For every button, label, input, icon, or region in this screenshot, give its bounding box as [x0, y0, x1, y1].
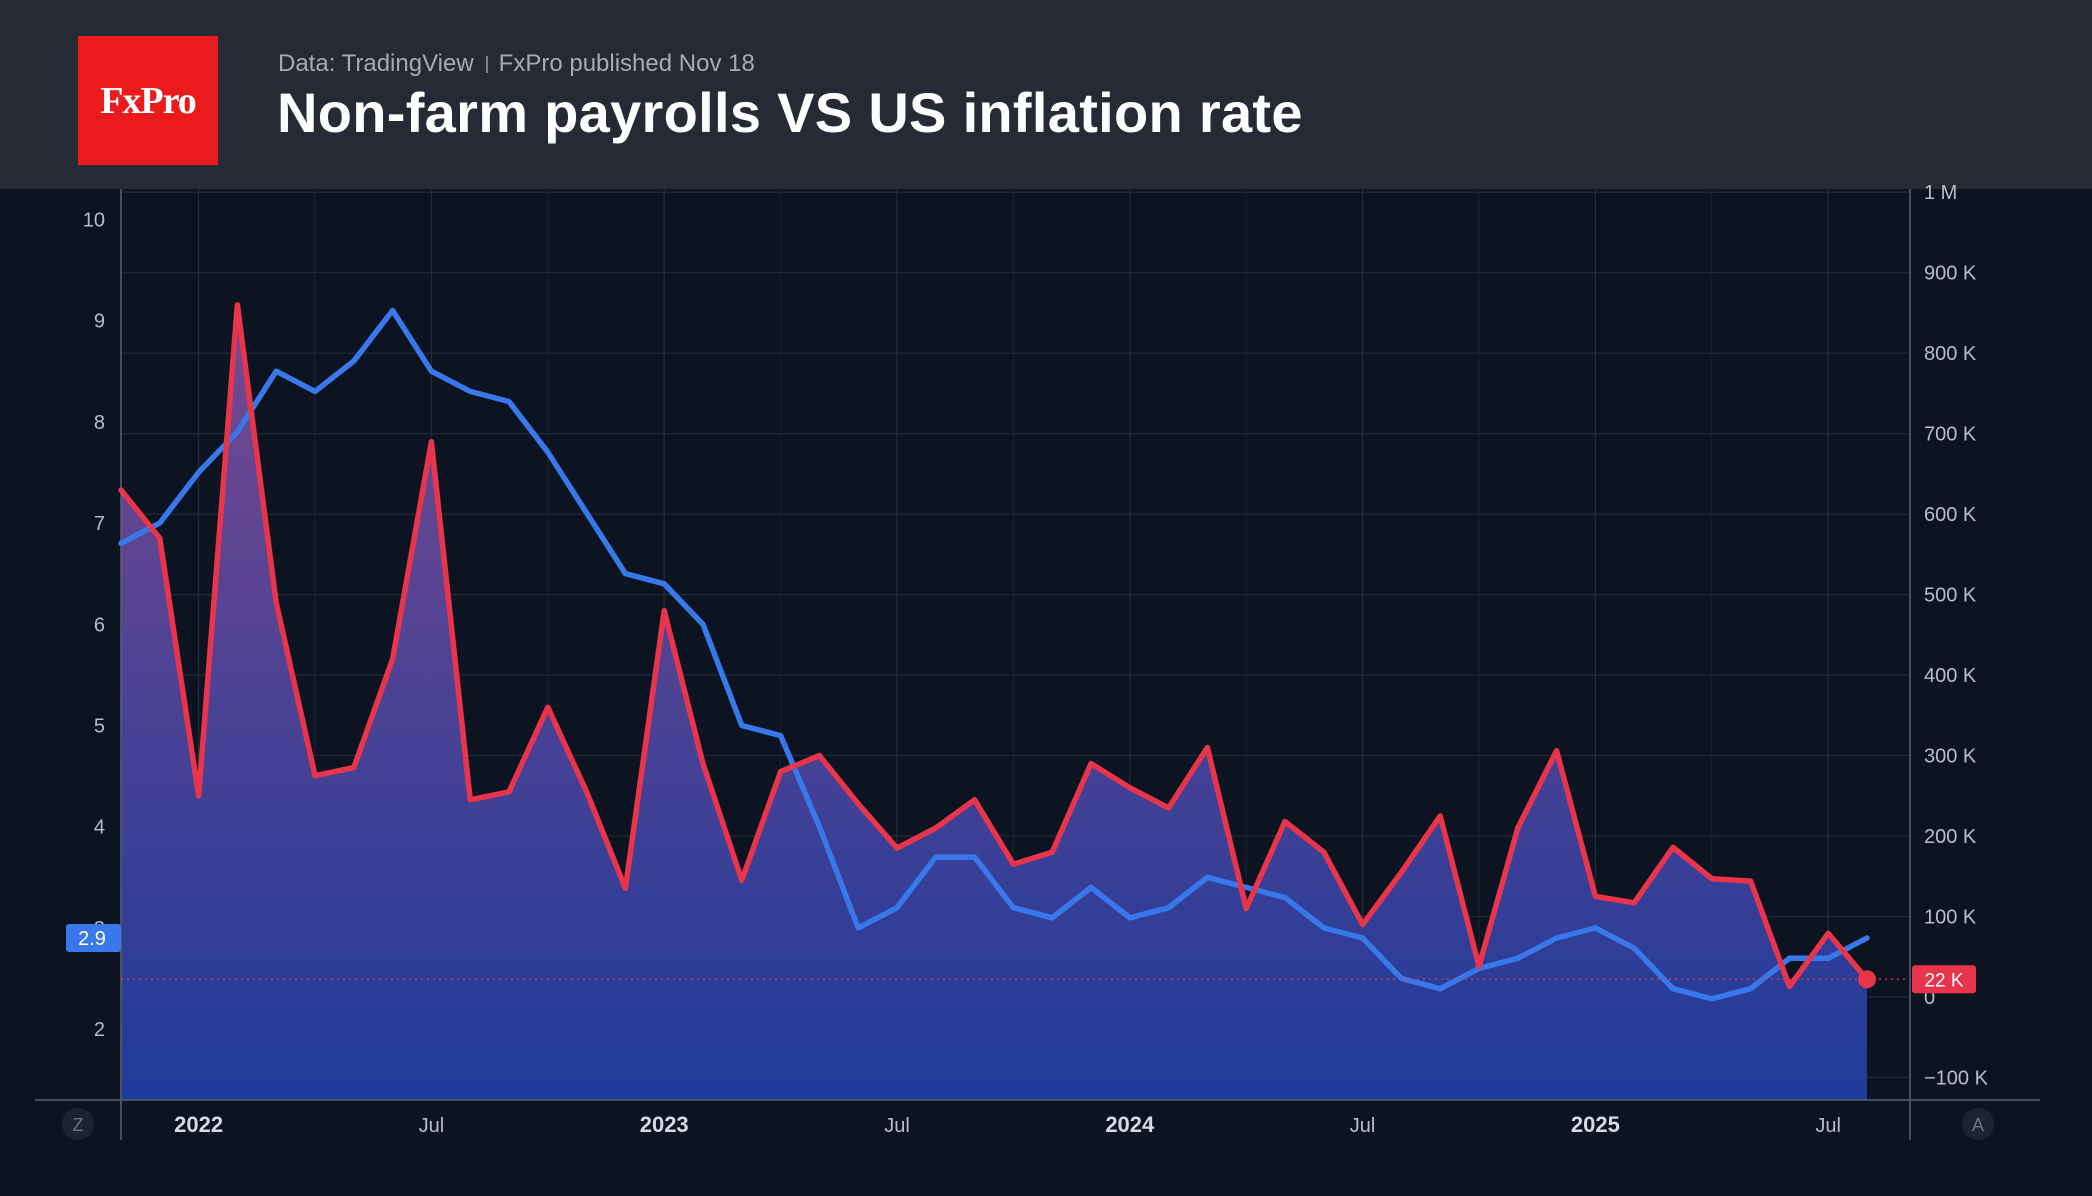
y-right-tick-label: 600 K	[1924, 504, 1977, 526]
x-ticks: 2022 Jul 2023 Jul 2024 Jul 2025 Jul	[174, 1112, 1841, 1137]
y-left-tick-label: 9	[94, 311, 105, 333]
inflation-badge-label: 2.9	[78, 928, 106, 950]
axis-button-label: A	[1972, 1115, 1984, 1135]
x-tick-label: Jul	[419, 1115, 445, 1137]
inflation-last-value-badge: 2.9	[66, 924, 121, 953]
x-tick-label: Jul	[1815, 1115, 1841, 1137]
chart-title: Non-farm payrolls VS US inflation rate	[277, 81, 1303, 144]
payrolls-last-point	[1858, 970, 1876, 989]
y-right-tick-label: 200 K	[1924, 826, 1977, 848]
y-right-tick-label: 0	[1924, 987, 1935, 1009]
separator	[485, 55, 488, 73]
y-left-tick-label: 4	[94, 817, 105, 839]
y-right-tick-label: 400 K	[1924, 665, 1977, 687]
y-left-tick-label: 7	[94, 513, 105, 535]
payrolls-line	[118, 302, 1870, 990]
x-tick-label: 2025	[1571, 1112, 1620, 1137]
y-right-tick-label: −100 K	[1924, 1067, 1989, 1089]
payrolls-badge-bg	[1912, 965, 1976, 994]
y-right-tick-label: 100 K	[1924, 907, 1977, 929]
logo-text: FxPro	[100, 79, 197, 122]
y-right-tick-label: 700 K	[1924, 424, 1977, 446]
y-right-tick-label: 900 K	[1924, 263, 1977, 285]
y-left-tick-label: 2	[94, 1019, 105, 1041]
axis-button-bg	[1962, 1108, 1994, 1140]
published-note: FxPro published Nov 18	[498, 50, 755, 77]
y-right-tick-label: 500 K	[1924, 585, 1977, 607]
y-right-tick-label: 1 M	[1924, 182, 1957, 204]
payrolls-area-fill	[121, 304, 1867, 1100]
inflation-line	[118, 307, 1870, 1002]
z-axis-button[interactable]: Z	[62, 1108, 94, 1140]
subtitle: Data: TradingView FxPro published Nov 18	[278, 49, 755, 79]
a-axis-button[interactable]: A	[1962, 1108, 1994, 1140]
x-tick-label: 2023	[640, 1112, 689, 1137]
axis-button-label: Z	[73, 1115, 84, 1135]
payrolls-badge-label: 22 K	[1924, 970, 1963, 991]
last-value-markers: 22 K 2.9	[66, 924, 1976, 994]
x-tick-label: Jul	[1350, 1115, 1376, 1137]
inflation-badge-bg	[66, 924, 121, 953]
data-source: Data: TradingView	[278, 50, 474, 77]
y-left-ticks: 2345678910	[83, 209, 105, 1041]
y-left-tick-label: 10	[83, 209, 105, 231]
y-right-tick-label: 800 K	[1924, 343, 1977, 365]
y-left-tick-label: 6	[94, 614, 105, 636]
fxpro-logo: FxPro	[78, 36, 218, 165]
axis-button-bg	[62, 1108, 94, 1140]
payrolls-area	[121, 304, 1867, 1100]
x-tick-label: 2022	[174, 1112, 223, 1137]
header-bar: FxPro Data: TradingView FxPro published …	[0, 0, 2092, 189]
y-left-tick-label: 5	[94, 715, 105, 737]
payrolls-last-value-badge: 22 K	[1912, 965, 1976, 994]
y-right-tick-label: 300 K	[1924, 746, 1977, 768]
x-tick-label: Jul	[884, 1115, 910, 1137]
y-left-tick-label: 8	[94, 412, 105, 434]
series-lines	[118, 302, 1870, 1002]
y-right-ticks: −100 K 0 100 K 200 K 300 K 400 K 500 K 600 K 700…	[1924, 182, 1989, 1089]
x-tick-label: 2024	[1105, 1112, 1155, 1137]
